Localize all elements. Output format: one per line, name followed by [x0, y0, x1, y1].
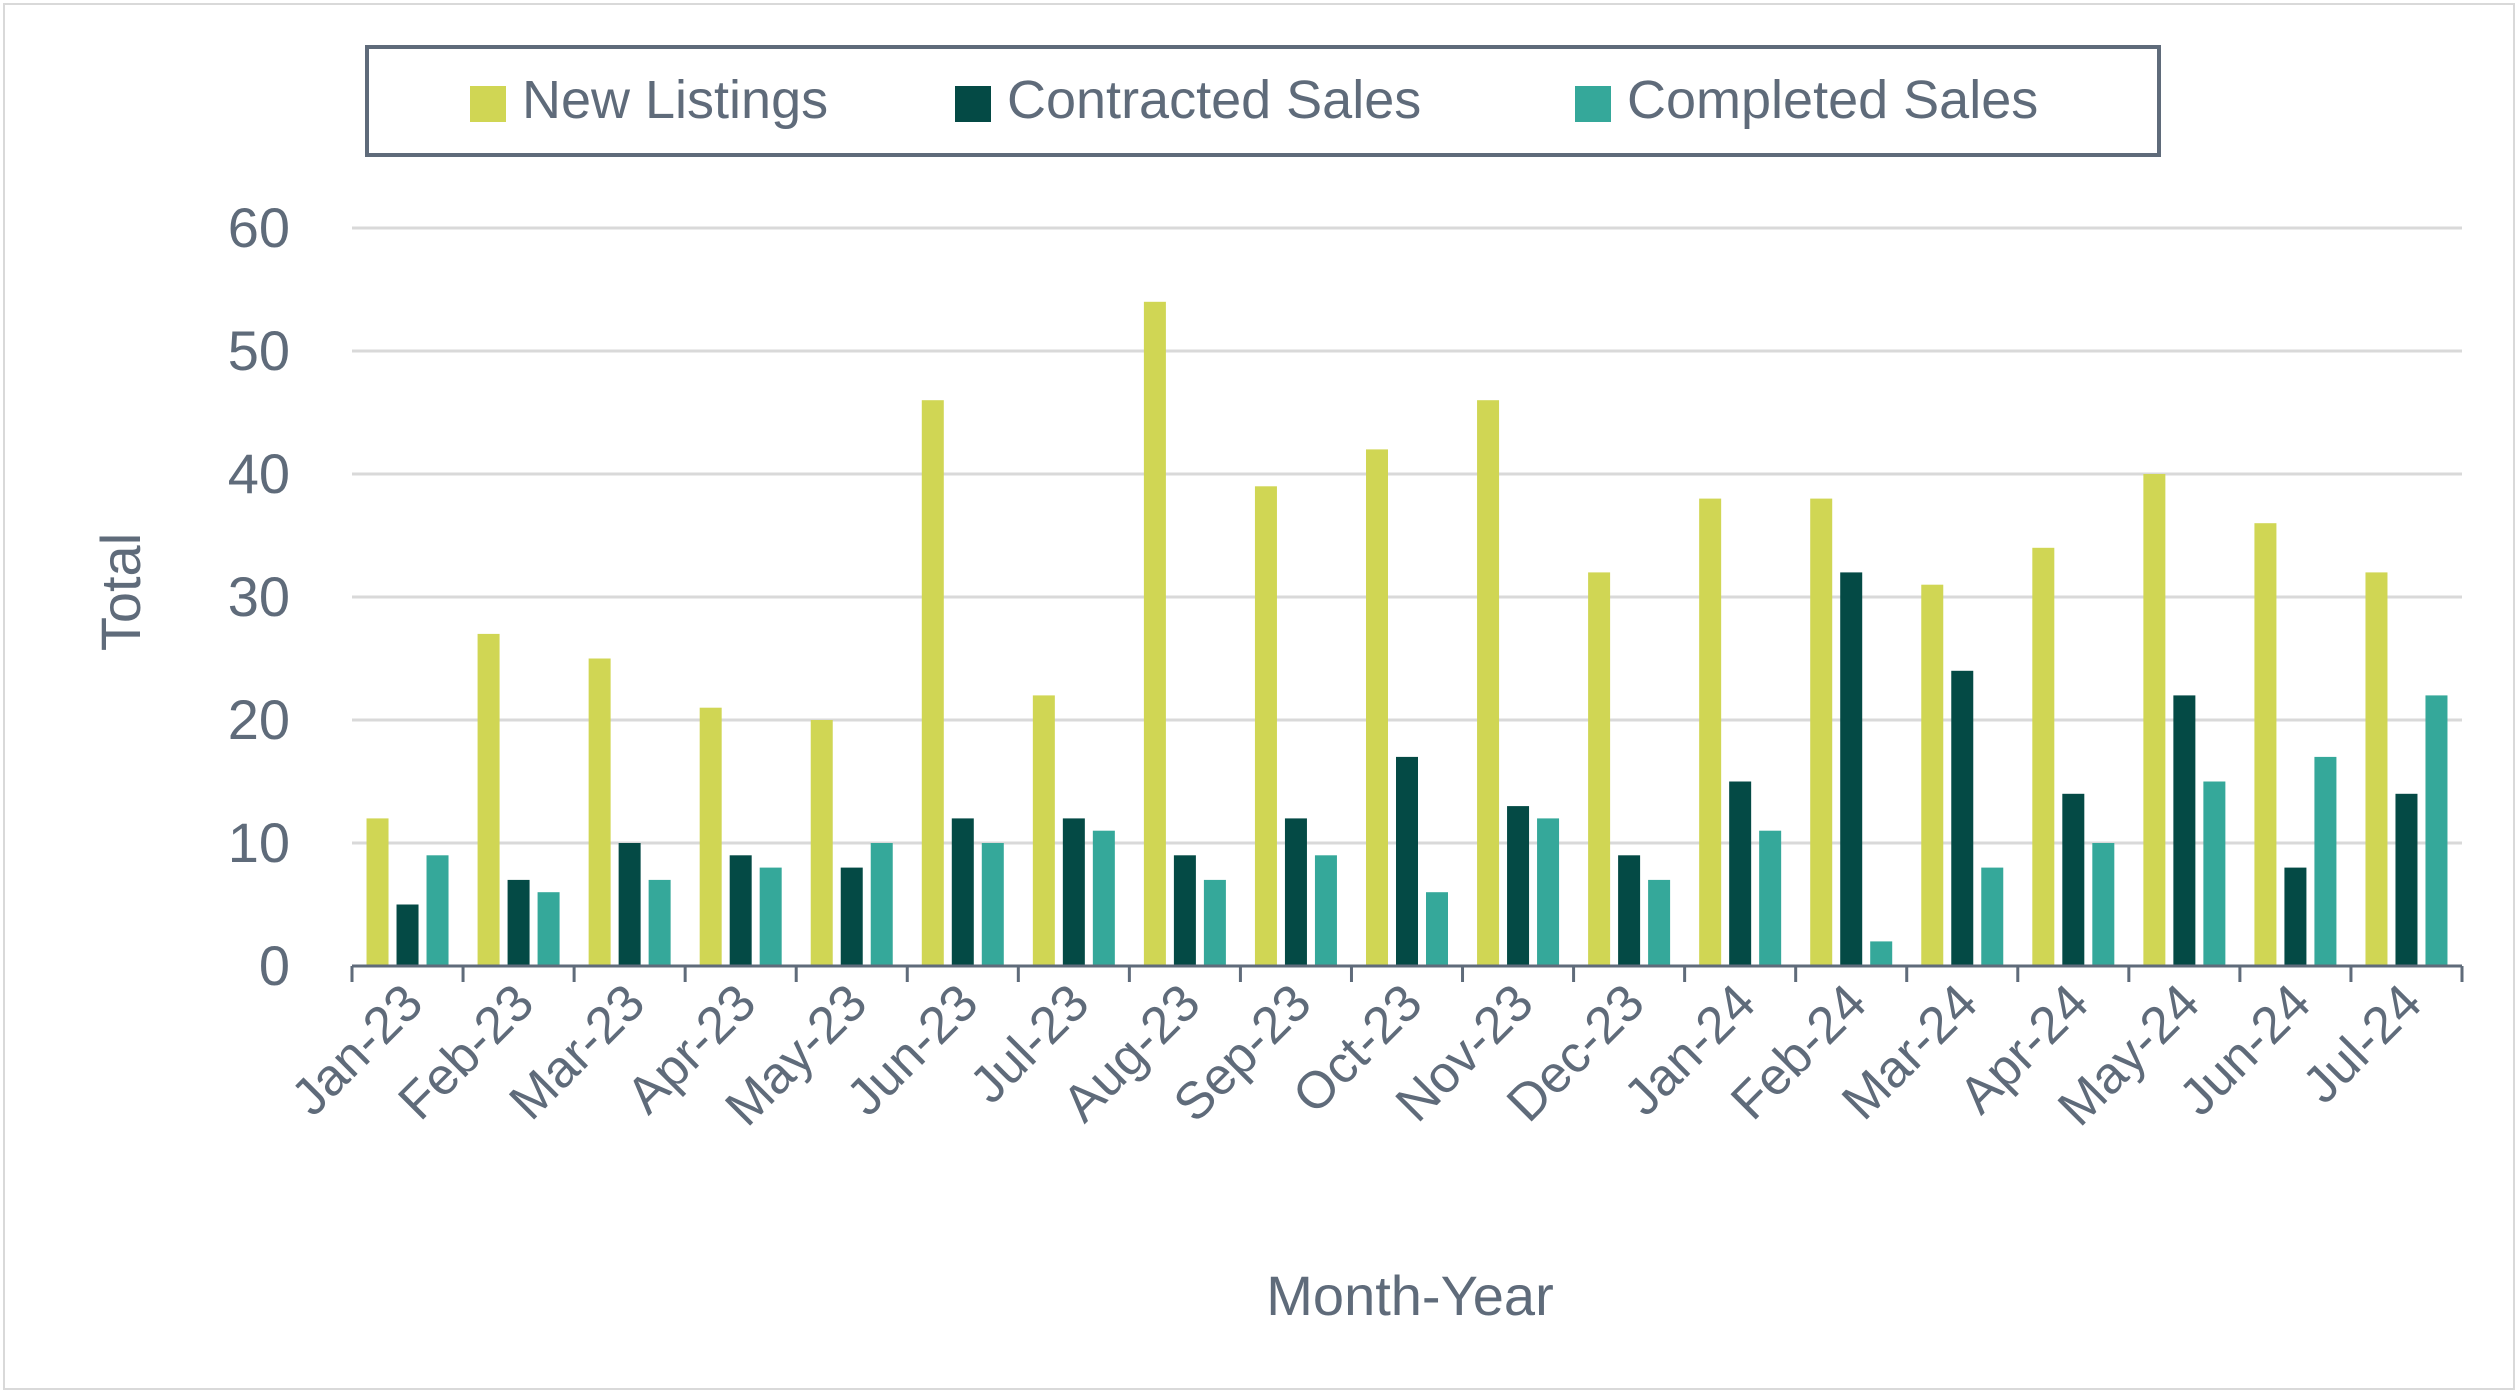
bar-series-1-jan-24 [1699, 498, 1722, 966]
bar-series-3-jun-23 [981, 843, 1004, 966]
bar-series-2-mar-24 [1951, 670, 1974, 966]
bar-series-3-nov-23 [1537, 818, 1560, 966]
bar-series-1-jul-23 [1032, 695, 1055, 966]
x-axis-title: Month-Year [1266, 1264, 1553, 1327]
bar-series-1-apr-24 [2032, 547, 2055, 966]
bar-series-1-feb-24 [1810, 498, 1833, 966]
bar-series-3-may-23 [870, 843, 893, 966]
legend-label-1: New Listings [522, 70, 828, 130]
bars [366, 301, 2448, 966]
bar-series-1-may-24 [2143, 474, 2166, 966]
x-axis-ticks: Jan-23Feb-23Mar-23Apr-23May-23Jun-23Jul-… [281, 973, 2433, 1137]
bar-series-1-mar-24 [1921, 584, 1944, 966]
bar-series-3-sep-23 [1314, 855, 1337, 966]
y-axis-ticks: 0 10 20 30 40 50 60 [228, 196, 290, 997]
bar-series-3-feb-24 [1870, 941, 1893, 966]
bar-series-2-jun-24 [2284, 867, 2307, 966]
y-tick-label: 50 [228, 319, 290, 382]
bar-series-3-may-24 [2203, 781, 2226, 966]
bar-series-1-jul-24 [2365, 572, 2388, 966]
bar-series-1-apr-23 [699, 707, 722, 966]
y-tick-label: 0 [259, 934, 290, 997]
bar-series-3-feb-23 [537, 892, 560, 966]
bar-series-1-oct-23 [1366, 449, 1388, 966]
bar-series-3-mar-23 [648, 879, 671, 966]
legend-items: New Listings Contracted Sales Completed Sa… [470, 70, 2038, 130]
bar-series-3-aug-23 [1203, 879, 1226, 966]
legend-label-3: Completed Sales [1627, 70, 2038, 130]
bar-series-2-jul-24 [2395, 793, 2418, 966]
legend-swatch-1 [470, 86, 506, 122]
bar-series-2-nov-23 [1507, 806, 1530, 966]
bar-series-1-jun-23 [921, 400, 944, 966]
bar-series-2-jan-23 [396, 904, 419, 966]
bar-series-2-may-23 [840, 867, 863, 966]
bar-series-3-oct-23 [1426, 892, 1448, 966]
bar-series-1-feb-23 [477, 633, 500, 966]
bar-series-2-aug-23 [1173, 855, 1196, 966]
bar-series-3-jul-23 [1092, 830, 1115, 966]
bar-series-3-jan-23 [426, 855, 449, 966]
bar-series-2-mar-23 [618, 843, 641, 966]
y-tick-label: 20 [228, 688, 290, 751]
bar-series-2-jun-23 [951, 818, 974, 966]
bar-series-2-dec-23 [1618, 855, 1641, 966]
bar-series-1-aug-23 [1143, 301, 1166, 966]
y-tick-label: 60 [228, 196, 290, 259]
bar-series-1-mar-23 [588, 658, 611, 966]
legend-box [365, 45, 2161, 157]
bar-series-3-jul-24 [2425, 695, 2448, 966]
bar-series-3-apr-24 [2092, 843, 2115, 966]
bar-series-2-sep-23 [1284, 818, 1307, 966]
bar-series-2-oct-23 [1396, 756, 1418, 966]
y-tick-label: 30 [228, 565, 290, 628]
bar-series-1-sep-23 [1254, 486, 1277, 966]
bar-series-2-apr-23 [729, 855, 752, 966]
bar-series-2-jan-24 [1729, 781, 1752, 966]
legend-swatch-2 [955, 86, 991, 122]
bar-series-2-jul-23 [1062, 818, 1085, 966]
bar-series-2-feb-24 [1840, 572, 1863, 966]
legend-swatch-3 [1575, 86, 1611, 122]
bar-series-1-jun-24 [2254, 523, 2277, 966]
bar-series-3-dec-23 [1648, 879, 1671, 966]
bar-series-1-dec-23 [1588, 572, 1611, 966]
y-tick-label: 10 [228, 811, 290, 874]
bar-series-1-nov-23 [1477, 400, 1500, 966]
x-axis [350, 964, 2464, 982]
bar-series-2-feb-23 [507, 879, 530, 966]
bar-series-3-jun-24 [2314, 756, 2337, 966]
legend: New Listings Contracted Sales Completed Sa… [365, 45, 2161, 157]
bar-series-1-jan-23 [366, 818, 389, 966]
bar-series-2-may-24 [2173, 695, 2196, 966]
y-tick-label: 40 [228, 442, 290, 505]
bar-series-1-may-23 [810, 720, 833, 966]
bar-series-3-mar-24 [1981, 867, 2004, 966]
y-axis-title: Total [89, 533, 152, 651]
bar-series-2-apr-24 [2062, 793, 2085, 966]
bar-series-3-apr-23 [759, 867, 782, 966]
legend-label-2: Contracted Sales [1007, 70, 1421, 130]
x-tick-label: Jul-24 [2292, 973, 2433, 1114]
bar-series-3-jan-24 [1759, 830, 1782, 966]
